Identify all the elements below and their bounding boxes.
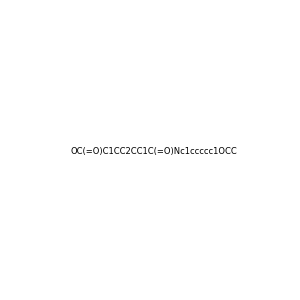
Text: OC(=O)C1CC2CC1C(=O)Nc1ccccc1OCC: OC(=O)C1CC2CC1C(=O)Nc1ccccc1OCC: [70, 147, 237, 156]
